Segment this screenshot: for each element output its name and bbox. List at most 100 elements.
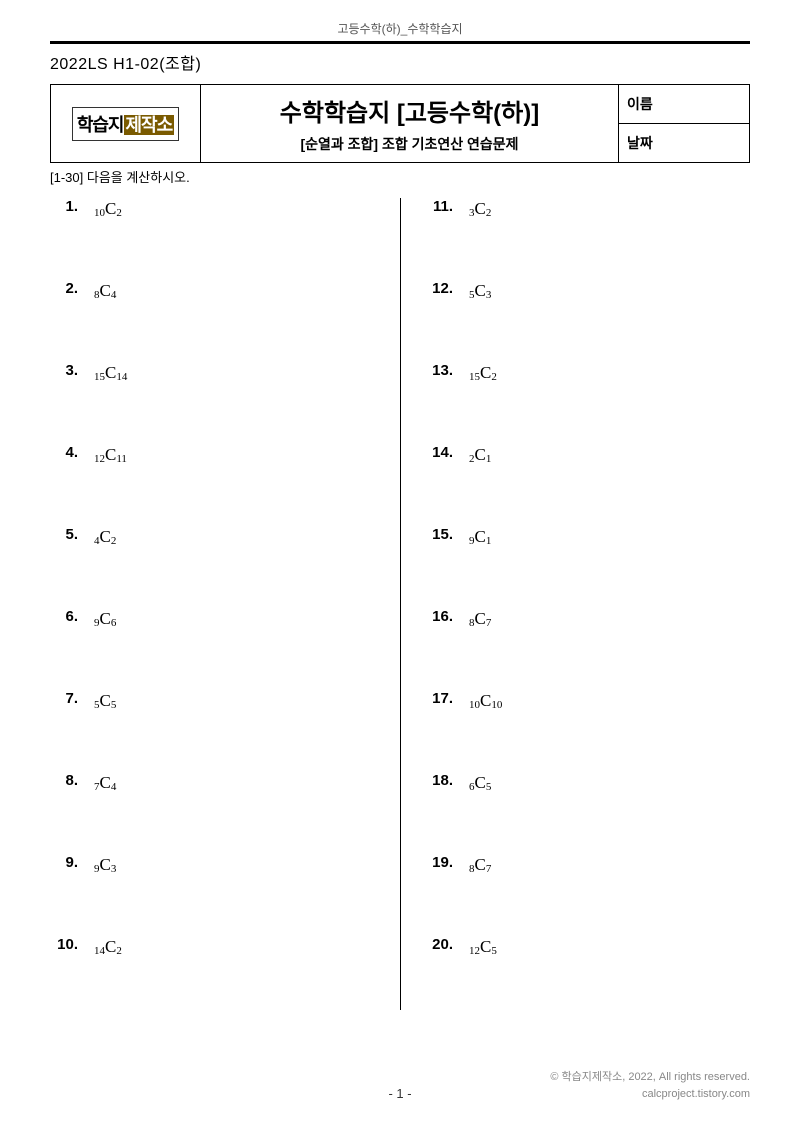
combination-expression: 5C3 (459, 280, 491, 299)
copyright-line-2: calcproject.tistory.com (642, 1088, 750, 1100)
date-field-label: 날짜 (619, 124, 749, 162)
combination-n: 7 (94, 781, 100, 793)
combination-expression: 2C1 (459, 444, 491, 463)
problem-row: 15.9C1 (425, 522, 750, 604)
combination-n: 6 (469, 781, 475, 793)
logo-cell: 학습지제작소 (51, 85, 201, 162)
problem-row: 6.9C6 (50, 604, 375, 686)
combination-symbol: C (100, 527, 111, 546)
problem-row: 2.8C4 (50, 276, 375, 358)
combination-symbol: C (100, 855, 111, 874)
combination-r: 2 (116, 207, 122, 219)
problem-number: 5. (50, 526, 84, 543)
instruction-text: [1-30] 다음을 계산하시오. (50, 167, 750, 186)
combination-expression: 9C6 (84, 608, 116, 627)
combination-n: 3 (469, 207, 475, 219)
combination-expression: 6C5 (459, 772, 491, 791)
combination-expression: 15C14 (84, 362, 127, 381)
combination-r: 5 (111, 699, 117, 711)
logo-text-2: 제작소 (124, 115, 175, 135)
combination-n: 10 (469, 699, 480, 711)
combination-symbol: C (105, 199, 116, 218)
problem-row: 17. 10C10 (425, 686, 750, 768)
combination-n: 5 (469, 289, 475, 301)
combination-r: 3 (111, 863, 117, 875)
combination-n: 10 (94, 207, 105, 219)
problem-number: 1. (50, 198, 84, 215)
combination-r: 3 (486, 289, 492, 301)
combination-r: 10 (491, 699, 502, 711)
worksheet-subtitle: [순열과 조합] 조합 기초연산 연습문제 (300, 134, 518, 154)
doc-header-top: 고등수학(하)_수학학습지 (50, 20, 750, 41)
title-cell: 수학학습지 [고등수학(하)] [순열과 조합] 조합 기초연산 연습문제 (201, 85, 619, 162)
combination-n: 8 (469, 863, 475, 875)
combination-n: 9 (94, 617, 100, 629)
problem-row: 18.6C5 (425, 768, 750, 850)
combination-expression: 9C3 (84, 854, 116, 873)
problem-number: 3. (50, 362, 84, 379)
column-divider (400, 198, 401, 1010)
problem-number: 19. (425, 854, 459, 871)
combination-expression: 4C2 (84, 526, 116, 545)
combination-r: 2 (491, 371, 497, 383)
name-field-label: 이름 (619, 85, 749, 124)
combination-symbol: C (475, 609, 486, 628)
combination-r: 11 (116, 453, 127, 465)
logo-text-1: 학습지 (77, 115, 124, 135)
combination-n: 14 (94, 945, 105, 957)
combination-r: 1 (486, 535, 492, 547)
combination-symbol: C (100, 609, 111, 628)
combination-r: 4 (111, 781, 117, 793)
problem-row: 16.8C7 (425, 604, 750, 686)
problem-number: 17. (425, 690, 459, 707)
combination-symbol: C (475, 281, 486, 300)
problems-column-left: 1.10C22.8C43.15C144.12C115.4C26.9C67.5C5… (50, 194, 395, 1014)
combination-expression: 8C7 (459, 608, 491, 627)
problem-row: 19.8C7 (425, 850, 750, 932)
combination-n: 9 (94, 863, 100, 875)
problem-number: 10. (50, 936, 84, 953)
combination-symbol: C (480, 937, 491, 956)
problem-number: 14. (425, 444, 459, 461)
problem-number: 7. (50, 690, 84, 707)
combination-r: 7 (486, 617, 492, 629)
combination-symbol: C (480, 363, 491, 382)
combination-symbol: C (100, 691, 111, 710)
combination-r: 14 (116, 371, 127, 383)
combination-symbol: C (105, 937, 116, 956)
combination-expression: 8C7 (459, 854, 491, 873)
problem-number: 15. (425, 526, 459, 543)
combination-r: 5 (491, 945, 497, 957)
combination-expression: 9C1 (459, 526, 491, 545)
problem-row: 20.12C5 (425, 932, 750, 1014)
problem-row: 7.5C5 (50, 686, 375, 768)
worksheet-code: 2022LS H1-02(조합) (50, 50, 750, 74)
combination-expression: 8C4 (84, 280, 116, 299)
meta-cell: 이름 날짜 (619, 85, 749, 162)
problem-row: 10.14C2 (50, 932, 375, 1014)
problem-row: 13.15C2 (425, 358, 750, 440)
combination-expression: 7C4 (84, 772, 116, 791)
problem-row: 1. 10C2 (50, 194, 375, 276)
combination-n: 2 (469, 453, 475, 465)
combination-symbol: C (100, 281, 111, 300)
combination-expression: 3C2 (459, 198, 491, 217)
combination-n: 12 (94, 453, 105, 465)
problem-row: 14.2C1 (425, 440, 750, 522)
combination-r: 4 (111, 289, 117, 301)
combination-r: 5 (486, 781, 492, 793)
combination-r: 1 (486, 453, 492, 465)
problem-number: 4. (50, 444, 84, 461)
combination-expression: 15C2 (459, 362, 497, 381)
combination-n: 9 (469, 535, 475, 547)
problem-number: 2. (50, 280, 84, 297)
combination-n: 8 (94, 289, 100, 301)
problem-number: 20. (425, 936, 459, 953)
problems-column-right: 11.3C212.5C313.15C214.2C115.9C116.8C717.… (395, 194, 750, 1014)
problem-number: 6. (50, 608, 84, 625)
combination-n: 8 (469, 617, 475, 629)
combination-symbol: C (480, 691, 491, 710)
combination-r: 6 (111, 617, 117, 629)
combination-symbol: C (105, 445, 116, 464)
combination-symbol: C (105, 363, 116, 382)
